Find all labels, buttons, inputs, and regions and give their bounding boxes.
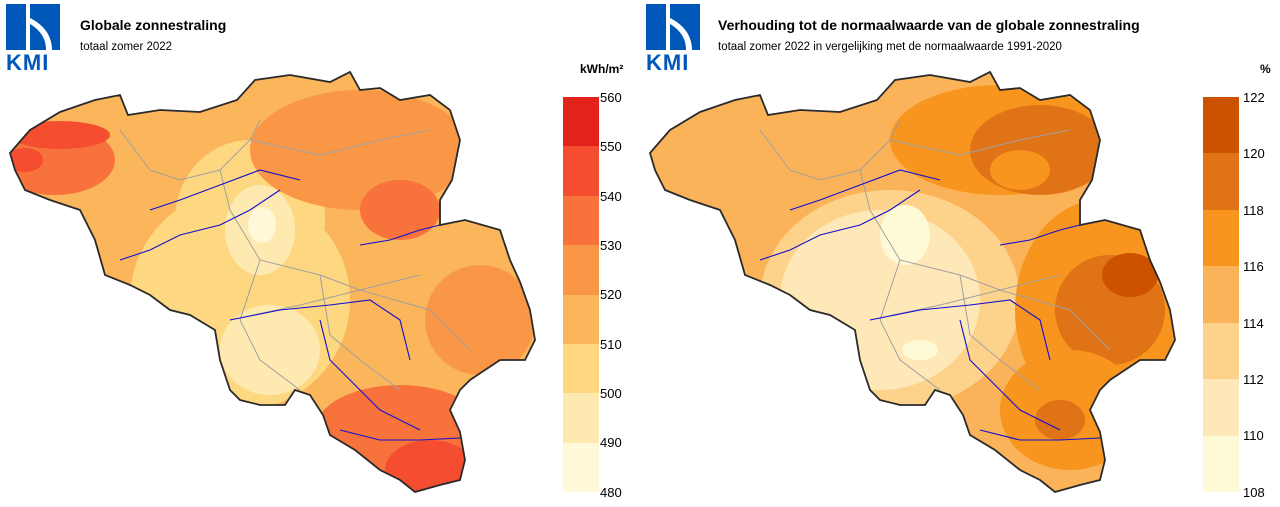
legend-bin [563,245,599,295]
legend-bin [1203,435,1239,492]
map-title: Globale zonnestraling [80,17,227,33]
map-subtitle: totaal zomer 2022 [80,41,173,53]
legend-bin [563,294,599,344]
legend-bin [563,343,599,394]
legend-bin [1203,97,1239,154]
panel-ratio-normal: KMI Verhouding tot de normaalwaarde van … [640,0,1280,507]
legend-bin [1203,322,1239,380]
kmi-logo-text: KMI [6,50,50,75]
legend-tick: 120 [1243,146,1265,161]
legend-tick: 480 [600,485,622,500]
legend-bin [1203,266,1239,323]
legend-bin [1203,209,1239,267]
legend-radiation: 560 550 540 530 520 510 500 490 480 [563,90,623,500]
legend-tick: 520 [600,287,622,302]
legend-tick: 122 [1243,90,1265,105]
belgium-ratio-map [649,71,1176,493]
kmi-logo-text: KMI [646,50,690,75]
legend-tick: 490 [600,435,622,450]
legend-tick: 118 [1243,203,1264,218]
map-subtitle: totaal zomer 2022 in vergelijking met de… [718,41,1062,53]
legend-tick: 540 [600,189,622,204]
legend-bin [563,442,599,492]
legend-tick: 110 [1243,428,1264,443]
legend-tick: 560 [600,90,622,105]
belgium-radiation-map [9,71,536,493]
legend-bin [563,195,599,246]
kmi-logo-icon [646,4,700,50]
legend-bin [563,146,599,196]
legend-unit: kWh/m² [580,62,624,76]
panel-global-radiation: KMI Globale zonnestraling totaal zomer 2… [6,4,624,500]
legend-tick: 500 [600,386,622,401]
legend-bin [563,97,599,147]
legend-tick: 108 [1243,485,1265,500]
legend-bin [1203,153,1239,210]
legend-ratio: 122 120 118 116 114 112 110 108 [1203,90,1265,500]
legend-bin [563,393,599,443]
legend-unit: % [1260,62,1271,76]
legend-tick: 510 [600,337,622,352]
map-title: Verhouding tot de normaalwaarde van de g… [718,17,1140,33]
legend-tick: 530 [600,238,622,253]
legend-tick: 116 [1243,259,1264,274]
legend-tick: 112 [1243,372,1264,387]
legend-tick: 114 [1243,316,1264,331]
legend-tick: 550 [600,139,622,154]
kmi-logo-icon [6,4,60,50]
legend-bin [1203,379,1239,436]
